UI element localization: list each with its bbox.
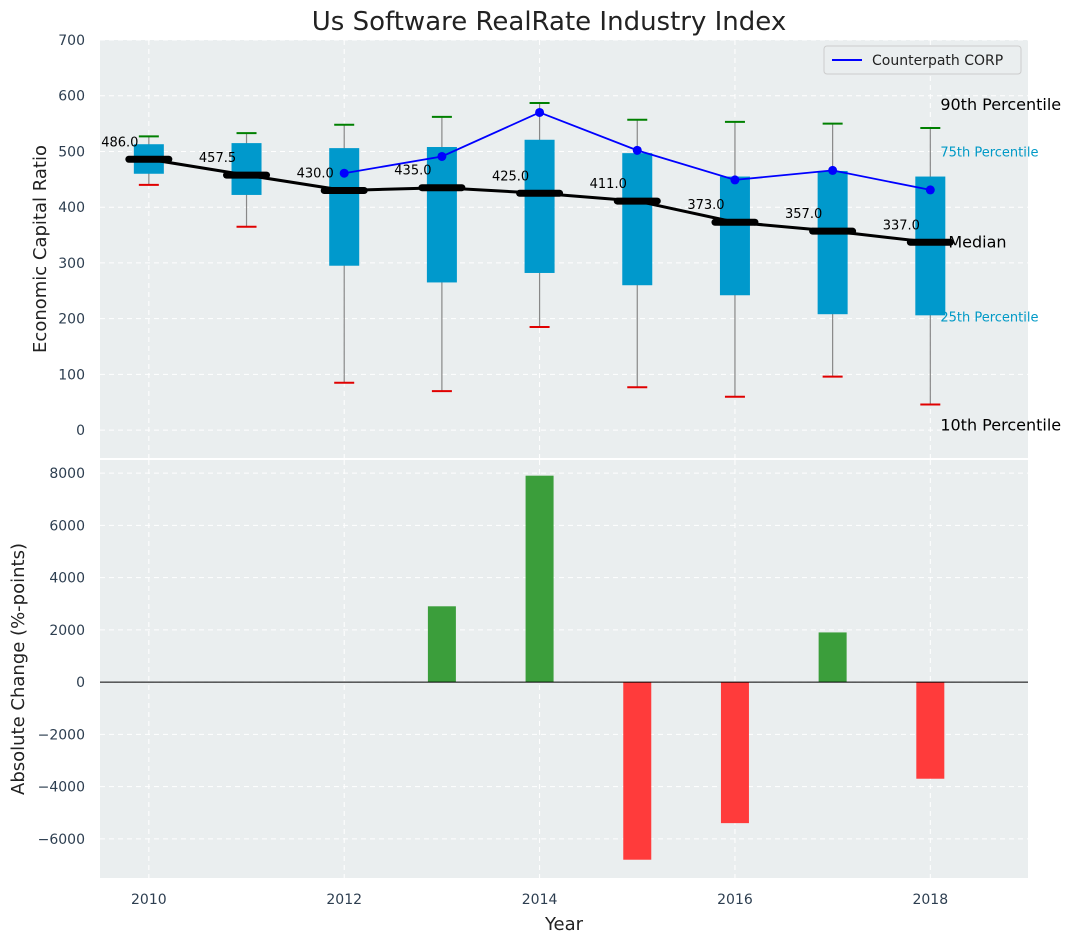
label-90th-percentile: 90th Percentile (940, 95, 1061, 114)
x-tick-label: 2018 (912, 892, 948, 908)
company-point (339, 168, 349, 178)
company-point (535, 107, 545, 117)
y-tick-label: −4000 (38, 780, 85, 796)
median-value-labels: 486.0 457.5 430.0 435.0 425.0 411.0 373.0 357.0… (101, 135, 920, 233)
median-value-label: 411.0 (590, 177, 627, 192)
box-plot-panel: 0 100 200 300 400 500 600 700 486.0 457.5 430.0 43… (30, 33, 1061, 458)
y-tick-label: 2000 (49, 623, 85, 639)
y-tick-label: 6000 (49, 518, 85, 534)
y-tick-label: 400 (58, 200, 85, 216)
y-tick-label: 100 (58, 367, 85, 383)
y-axis-label-top: Economic Capital Ratio (30, 145, 51, 353)
percentile-caps (138, 101, 941, 406)
x-tick-label: 2016 (717, 892, 753, 908)
company-point (925, 185, 935, 195)
median-value-label: 357.0 (785, 207, 822, 222)
change-bar-y-ticks: −6000 −4000 −2000 0 2000 4000 6000 8000 (38, 466, 85, 848)
label-25th-percentile: 25th Percentile (940, 310, 1038, 325)
change-bar-background (100, 460, 1028, 878)
x-axis-label: Year (544, 914, 584, 935)
median-value-label: 337.0 (883, 218, 920, 233)
company-series-line (339, 107, 935, 195)
y-tick-label: −6000 (38, 832, 85, 848)
box (426, 147, 457, 283)
negative-change-bar (916, 682, 945, 779)
box-plot-background (100, 40, 1028, 458)
box (231, 143, 262, 195)
box (622, 153, 653, 286)
positive-change-bar (818, 632, 847, 683)
median-value-label: 486.0 (101, 135, 138, 150)
median-value-label: 457.5 (199, 151, 236, 166)
label-median: Median (948, 232, 1006, 251)
label-10th-percentile: 10th Percentile (940, 415, 1061, 434)
negative-change-bar (720, 682, 749, 824)
y-tick-label: 200 (58, 312, 85, 328)
y-tick-label: 0 (76, 423, 85, 439)
median-value-label: 430.0 (297, 166, 334, 181)
box (329, 148, 360, 266)
y-tick-label: −2000 (38, 727, 85, 743)
legend-entry-counterpath: Counterpath CORP (872, 53, 1003, 69)
y-axis-label-bottom: Absolute Change (%-points) (8, 543, 29, 795)
legend-box (823, 45, 1022, 75)
negative-change-bar (623, 682, 652, 860)
median-trend-line (125, 155, 954, 246)
median-value-label: 373.0 (687, 198, 724, 213)
company-point (632, 145, 642, 155)
y-tick-label: 8000 (49, 466, 85, 482)
x-tick-label: 2014 (522, 892, 558, 908)
x-tick-label: 2010 (131, 892, 167, 908)
y-tick-label: 500 (58, 144, 85, 160)
company-point (730, 175, 740, 185)
box (719, 176, 750, 296)
median-value-label: 435.0 (394, 164, 431, 179)
boxes (133, 139, 946, 316)
y-tick-label: 600 (58, 89, 85, 105)
median-value-label: 425.0 (492, 169, 529, 184)
company-point (437, 151, 447, 161)
box (817, 170, 848, 315)
box (524, 139, 555, 273)
percentile-labels: 90th Percentile 75th Percentile Median 2… (940, 95, 1061, 434)
change-bars (427, 475, 945, 860)
y-tick-label: 300 (58, 256, 85, 272)
positive-change-bar (525, 475, 554, 683)
x-axis-ticks: 2010 2012 2014 2016 2018 (131, 892, 948, 908)
box (915, 176, 946, 316)
chart-title: Us Software RealRate Industry Index (312, 7, 786, 37)
box-plot-y-ticks: 0 100 200 300 400 500 600 700 (58, 33, 85, 439)
x-tick-label: 2012 (326, 892, 362, 908)
y-tick-label: 0 (76, 675, 85, 691)
company-point (828, 165, 838, 175)
label-75th-percentile: 75th Percentile (940, 146, 1038, 161)
legend: Counterpath CORP (823, 45, 1022, 75)
y-tick-label: 700 (58, 33, 85, 49)
y-tick-label: 4000 (49, 571, 85, 587)
positive-change-bar (427, 606, 456, 683)
